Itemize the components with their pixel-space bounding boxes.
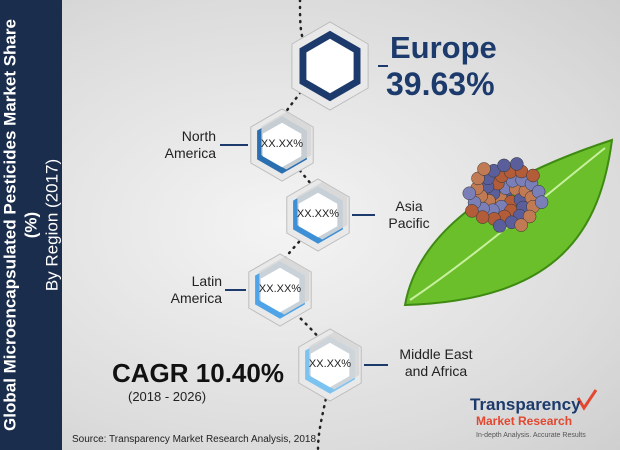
hex-inner xyxy=(262,122,302,168)
hex-inner xyxy=(260,267,300,313)
particle-cluster xyxy=(462,157,549,233)
particle xyxy=(493,219,507,233)
hex-inner xyxy=(306,38,354,94)
particle xyxy=(475,210,490,224)
hex-inner xyxy=(310,342,350,388)
region-value: XX.XX% xyxy=(258,283,302,295)
sidebar-text: Global Microencapsulated Pesticides Mark… xyxy=(0,5,63,445)
region-name: Middle East and Africa xyxy=(399,346,473,379)
particle xyxy=(514,218,528,232)
region-name: Asia Pacific xyxy=(388,198,430,231)
cagr-period: (2018 - 2026) xyxy=(128,389,207,404)
sidebar: Global Microencapsulated Pesticides Mark… xyxy=(0,0,62,450)
particle xyxy=(522,209,537,224)
region-value: XX.XX% xyxy=(308,358,352,370)
particle xyxy=(526,168,540,183)
particle xyxy=(465,204,479,218)
particle xyxy=(462,186,477,201)
region-name: Europe xyxy=(390,30,497,65)
region-value: 39.63% xyxy=(386,66,495,102)
region-value: XX.XX% xyxy=(260,138,304,150)
region-name: Latin America xyxy=(170,273,222,306)
particle xyxy=(497,158,511,173)
particle xyxy=(534,195,549,209)
logo-name: Market Research xyxy=(476,414,573,428)
region-value: XX.XX% xyxy=(296,208,340,220)
sidebar-subtitle: By Region (2017) xyxy=(42,158,62,292)
source-note: Source: Transparency Market Research Ana… xyxy=(72,434,317,445)
hexagons xyxy=(248,21,369,402)
logo-name: Transparency xyxy=(470,395,581,414)
logo-tagline: In-depth Analysis. Accurate Results xyxy=(476,432,586,439)
sidebar-title: Global Microencapsulated Pesticides Mark… xyxy=(0,19,41,431)
cagr-label: CAGR 10.40% xyxy=(112,358,284,388)
hex-inner xyxy=(298,192,338,238)
particle xyxy=(510,157,524,171)
logo-check xyxy=(576,389,598,411)
region-name: North America xyxy=(164,128,216,161)
particle xyxy=(477,162,491,176)
